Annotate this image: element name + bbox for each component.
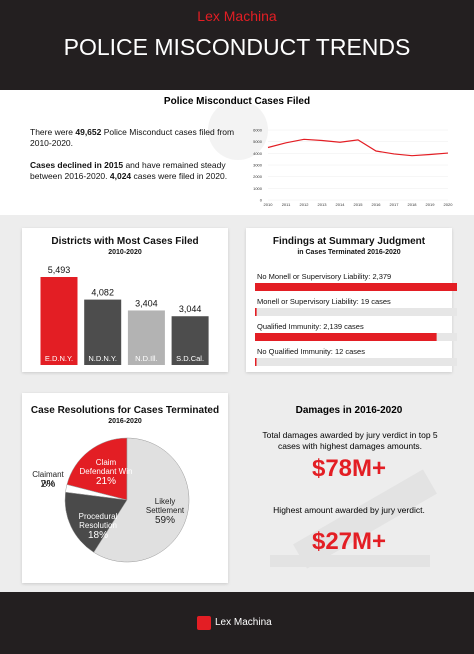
pie-slice bbox=[66, 437, 128, 501]
y-tick-label: 2000 bbox=[253, 174, 263, 179]
damages-text: Highest amount awarded by jury verdict. bbox=[273, 505, 425, 515]
footer-brand: Lex Machina bbox=[215, 617, 272, 628]
bar-label: No Monell or Supervisory Liability: 2,37… bbox=[257, 272, 391, 281]
footer-bg bbox=[0, 592, 474, 654]
text: Cases declined in 2015 bbox=[30, 160, 124, 170]
x-tick-label: 2019 bbox=[426, 202, 436, 207]
x-tick-label: 2011 bbox=[282, 202, 291, 207]
pie-slice bbox=[64, 491, 128, 553]
x-tick-label: 2014 bbox=[336, 202, 346, 207]
bar bbox=[255, 283, 457, 291]
slice-value: 21% bbox=[95, 476, 116, 487]
x-tick-label: 2010 bbox=[264, 202, 274, 207]
bar bbox=[255, 308, 257, 316]
x-tick-label: 2012 bbox=[300, 202, 310, 207]
bar bbox=[255, 358, 257, 366]
slice-label: Claimant Win bbox=[32, 470, 64, 488]
slice-label: Claim Defendant Win bbox=[79, 458, 133, 476]
chart-subtitle: 2016-2020 bbox=[108, 418, 142, 425]
y-tick-label: 3000 bbox=[253, 163, 263, 168]
page-title: POLICE MISCONDUCT TRENDS bbox=[63, 34, 411, 60]
category-label: E.D.N.Y. bbox=[45, 354, 73, 363]
x-tick-label: 2015 bbox=[354, 202, 364, 207]
section-title: Damages in 2016-2020 bbox=[295, 405, 403, 416]
damages-amount: $27M+ bbox=[311, 528, 387, 555]
brand: Lex Machina bbox=[197, 8, 277, 24]
badge-watermark bbox=[208, 100, 268, 160]
y-tick-label: 6000 bbox=[253, 128, 263, 133]
y-tick-label: 1000 bbox=[253, 186, 263, 191]
text: Police Misconduct cases filed from 2010-… bbox=[30, 127, 235, 148]
bar-label: Qualified Immunity: 2,139 cases bbox=[257, 322, 364, 331]
chart-title: Districts with Most Cases Filed bbox=[51, 236, 199, 247]
bar bbox=[84, 299, 122, 365]
chart-title: Case Resolutions for Cases Terminated bbox=[30, 405, 220, 416]
y-tick-label: 0 bbox=[260, 198, 263, 203]
slice-value: 2% bbox=[40, 479, 56, 490]
value-label: 3,044 bbox=[179, 304, 202, 314]
x-tick-label: 2020 bbox=[444, 202, 454, 207]
bar-label: Monell or Supervisory Liability: 19 case… bbox=[257, 297, 391, 306]
paragraph: There were 49,652 Police Misconduct case… bbox=[30, 127, 245, 149]
x-tick-label: 2017 bbox=[390, 202, 400, 207]
x-tick-label: 2018 bbox=[408, 202, 418, 207]
bar bbox=[255, 333, 437, 341]
category-label: N.D.N.Y. bbox=[88, 354, 117, 363]
bar-track bbox=[255, 358, 457, 366]
value-label: 5,493 bbox=[48, 265, 71, 275]
header-bg bbox=[0, 0, 474, 90]
category-label: N.D.Ill. bbox=[135, 354, 158, 363]
slice-value: 59% bbox=[154, 515, 175, 526]
bar-label: No Qualified Immunity: 12 cases bbox=[257, 347, 365, 356]
bar-track bbox=[255, 308, 457, 316]
value-label: 4,082 bbox=[91, 288, 114, 298]
chart-subtitle: 2010-2020 bbox=[108, 249, 142, 256]
chart-title: Police Misconduct Cases Filed bbox=[163, 96, 311, 107]
x-tick-label: 2016 bbox=[372, 202, 382, 207]
slice-label: Procedural Resolution bbox=[78, 512, 118, 530]
value-label: 3,404 bbox=[135, 298, 158, 308]
slice-label: Likely Settlement bbox=[145, 497, 185, 515]
category-label: S.D.Cal. bbox=[176, 354, 204, 363]
text: There were bbox=[30, 127, 76, 137]
text: 49,652 bbox=[75, 127, 102, 137]
card bbox=[246, 228, 452, 372]
bar bbox=[171, 316, 209, 365]
text: and have remained steady between 2016-20… bbox=[30, 160, 226, 181]
bar bbox=[127, 310, 165, 365]
chart-subtitle: in Cases Terminated 2016-2020 bbox=[297, 249, 401, 256]
data-line bbox=[267, 138, 449, 157]
x-tick-label: 2013 bbox=[318, 202, 328, 207]
chart-title: Findings at Summary Judgment bbox=[272, 236, 426, 247]
y-tick-label: 4000 bbox=[253, 151, 263, 156]
bar bbox=[40, 277, 78, 365]
pie-slice bbox=[93, 437, 190, 563]
slice-value: 18% bbox=[87, 530, 108, 541]
text: 4,024 bbox=[109, 171, 132, 181]
y-tick-label: 5000 bbox=[253, 139, 263, 144]
logo-icon bbox=[197, 616, 211, 630]
text: cases were filed in 2020. bbox=[131, 171, 228, 181]
damages-amount: $78M+ bbox=[311, 455, 387, 482]
damages-text: Total damages awarded by jury verdict in… bbox=[262, 430, 438, 451]
gavel-watermark bbox=[270, 555, 430, 567]
paragraph: Cases declined in 2015 and have remained… bbox=[30, 160, 245, 182]
